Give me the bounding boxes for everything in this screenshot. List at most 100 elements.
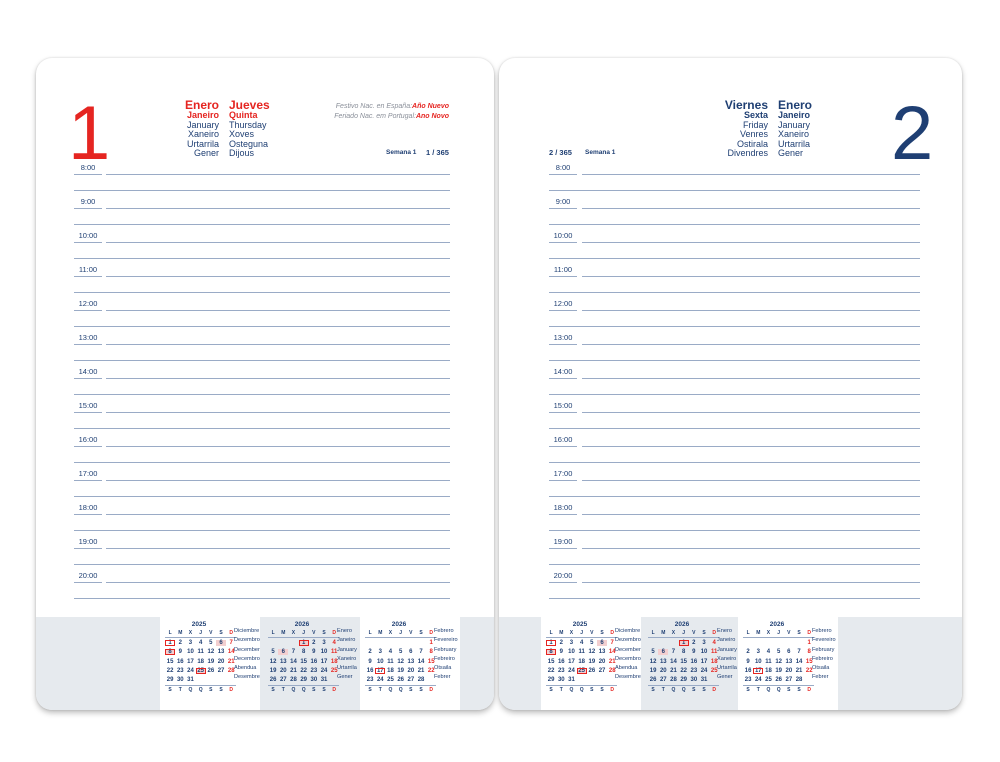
month-eu: Urtarrila xyxy=(186,138,219,149)
month-ca: Gener xyxy=(193,148,219,159)
calendar-grid: L M X J V S D 1 2 3 4 5 6 7 8 9 10 11 12 13 14 15 16 17 18 19 20 21… xyxy=(268,628,340,695)
writing-line xyxy=(74,292,450,293)
hour-label: 17:00 xyxy=(78,469,98,478)
week-row: 8 9 10 11 12 13 14 xyxy=(546,648,617,657)
writing-line xyxy=(582,480,920,481)
writing-line xyxy=(74,598,450,599)
calendar-day: 12 xyxy=(269,658,277,665)
hour-label: 9:00 xyxy=(555,197,571,206)
writing-line xyxy=(106,582,450,583)
calendar-day: 17 xyxy=(568,658,575,665)
day-of-year: 2 / 365 xyxy=(549,148,572,157)
calendar-day: 3 xyxy=(569,639,574,646)
month-name: Enero xyxy=(337,628,352,634)
writing-line xyxy=(582,174,920,175)
calendar-day: 31 xyxy=(568,677,575,684)
hour-label-underline xyxy=(549,378,577,379)
hour-label-underline xyxy=(74,208,102,209)
hour-label: 13:00 xyxy=(78,333,98,342)
calendar-day: 26 xyxy=(269,677,277,684)
writing-line xyxy=(74,326,450,327)
weekday-en: Friday xyxy=(742,119,768,130)
calendar-day: 23 xyxy=(176,667,184,674)
writing-line xyxy=(549,496,920,497)
calendar-year: 2026 xyxy=(769,621,785,628)
month-name: Febreiro xyxy=(812,655,833,662)
calendar-day: 22 xyxy=(300,667,307,674)
week-row: 15 16 17 18 19 20 21 xyxy=(546,657,617,666)
calendar-day: 30 xyxy=(690,677,698,684)
week-row: 12 13 14 15 16 17 18 xyxy=(648,657,719,666)
weekday-letter: S xyxy=(409,687,413,694)
calendar-day: 31 xyxy=(187,677,194,684)
weekday-letter: S xyxy=(702,629,706,636)
month-names: Enero Janeiro January Xaneiro Urtarrila … xyxy=(778,99,812,159)
weekday-letter: M xyxy=(559,629,564,636)
calendar-day: 27 xyxy=(598,667,606,674)
writing-line xyxy=(106,446,450,447)
calendar-day: 1 xyxy=(546,639,557,646)
calendar-day: 12 xyxy=(588,649,596,656)
writing-line xyxy=(106,310,450,311)
calendar-day: 30 xyxy=(176,677,184,684)
calendar-day: 9 xyxy=(178,649,182,656)
calendar-day: 2 xyxy=(746,649,750,656)
calendar-day: 9 xyxy=(746,658,750,665)
writing-line xyxy=(106,242,450,243)
hour-label: 18:00 xyxy=(553,503,573,512)
month-gl: Xaneiro xyxy=(187,129,219,140)
calendar-day: 10 xyxy=(700,649,708,656)
calendar-day: 25 xyxy=(710,667,718,674)
writing-line xyxy=(74,258,450,259)
week-row: 23 24 25 26 27 28 xyxy=(365,675,436,684)
weekday-letter: D xyxy=(712,629,717,636)
calendar-day: 3 xyxy=(756,649,760,656)
weekday-letter: D xyxy=(429,629,434,636)
weekday-letter: T xyxy=(756,687,760,694)
writing-line xyxy=(549,530,920,531)
hour-label-underline xyxy=(549,480,577,481)
calendar-day: 23 xyxy=(366,677,374,684)
weekday-letter: Q xyxy=(569,687,574,694)
writing-line xyxy=(582,208,920,209)
calendar-year: 2025 xyxy=(572,621,588,628)
weekday-eu: Ostirala xyxy=(736,138,768,149)
weekday-names: Viernes Sexta Friday Venres Ostirala Div… xyxy=(699,99,768,159)
calendar-day: 28 xyxy=(227,667,235,674)
calendar-day: 19 xyxy=(588,658,596,665)
calendar-day: 23 xyxy=(690,667,698,674)
weekday-letter: L xyxy=(549,629,553,636)
month-name: Janeiro xyxy=(337,637,356,644)
calendar-year: 2025 xyxy=(191,621,207,628)
calendar-day: 24 xyxy=(320,667,328,674)
calendar-day: 21 xyxy=(795,667,803,674)
calendar-day: 28 xyxy=(670,677,677,684)
writing-line xyxy=(549,428,920,429)
writing-line xyxy=(106,208,450,209)
weekday-letter: D xyxy=(332,629,337,636)
writing-line xyxy=(106,514,450,515)
calendar-day: 6 xyxy=(658,649,669,656)
weekday-letter: Q xyxy=(579,687,584,694)
calendar-day: 27 xyxy=(217,667,225,674)
month-name: Otsaila xyxy=(434,665,452,672)
hour-label-underline xyxy=(74,310,102,311)
hour-label: 15:00 xyxy=(553,401,573,410)
hour-label: 10:00 xyxy=(78,231,98,240)
calendar-day: 9 xyxy=(692,649,696,656)
calendar-day: 3 xyxy=(322,639,326,646)
calendar-day: 9 xyxy=(559,649,563,656)
week-row: 26 27 28 29 30 31 xyxy=(648,675,719,684)
weekday-letter: D xyxy=(712,687,717,694)
calendar-day: 26 xyxy=(588,667,596,674)
calendar-day: 18 xyxy=(197,658,204,665)
calendar-day: 6 xyxy=(787,649,791,656)
calendar-day: 24 xyxy=(700,667,708,674)
hour-label-underline xyxy=(549,548,577,549)
calendar-day: 17 xyxy=(700,658,708,665)
calendar-day: 25 xyxy=(195,667,206,674)
month-name: Xaneiro xyxy=(717,655,737,662)
